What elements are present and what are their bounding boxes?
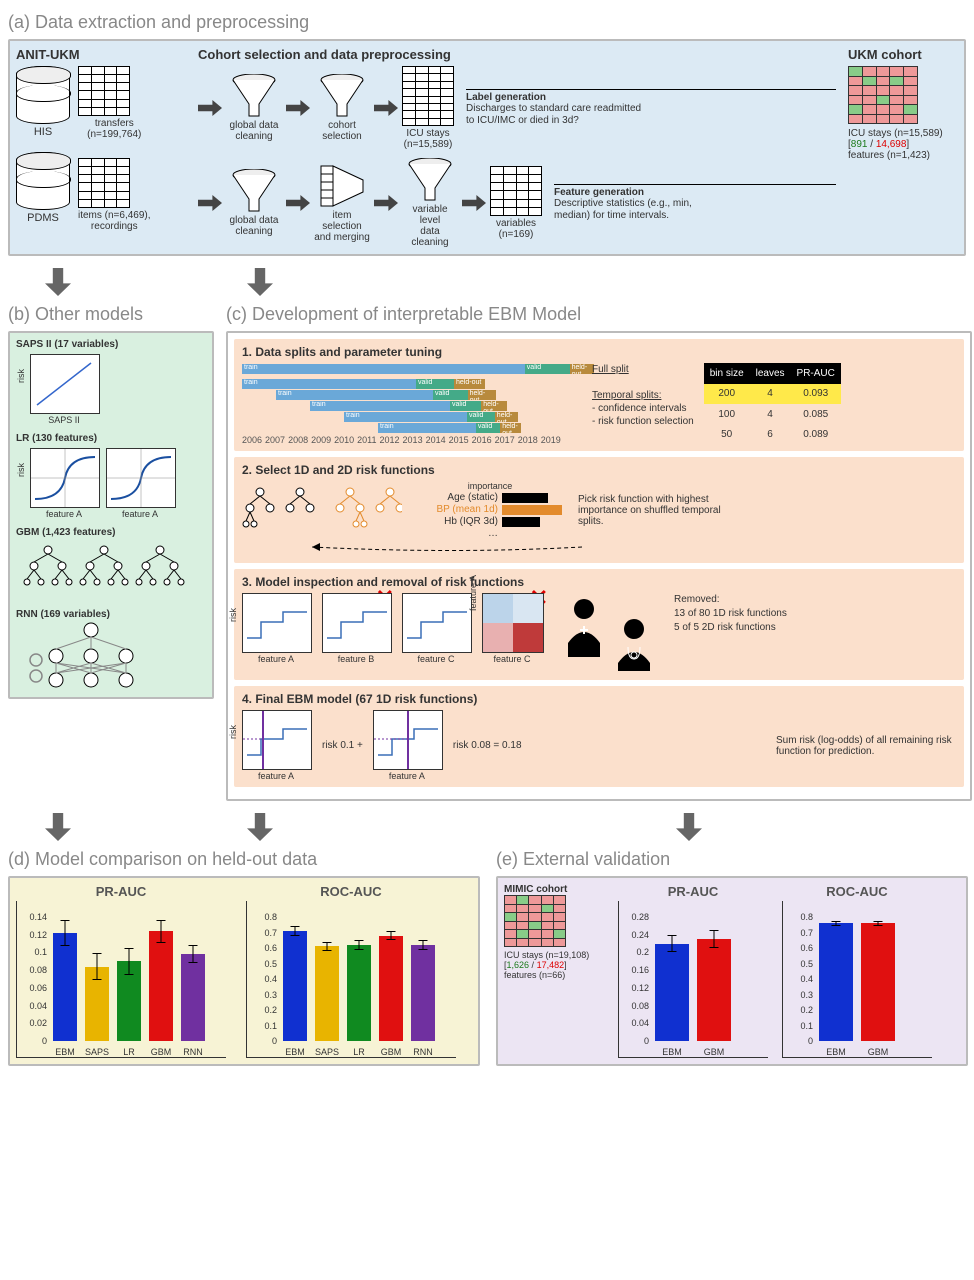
featgen-text: Descriptive statistics (e.g., min, media… [554,198,714,222]
dashed-arrow-icon [302,540,602,554]
step-1: 1. Data splits and parameter tuning trai… [234,339,964,451]
tree-group-icon [242,484,402,537]
section-d-title: (d) Model comparison on held-out data [8,849,480,870]
clinician-icon [554,593,664,674]
ukm-title: UKM cohort [848,47,958,62]
labelgen-title: Label generation [466,92,836,103]
temporal-label: Temporal splits: [592,390,661,401]
db-icon [16,152,70,210]
gbm-title: GBM (1,423 features) [16,527,206,538]
risk-fn-chart [402,593,472,653]
final-risk-chart [242,710,312,770]
roc-title-d: ROC-AUC [246,884,456,899]
arrow-right-icon [374,100,398,116]
lr-chart [30,448,100,508]
param-table: bin sizeleavesPR-AUC20040.09310040.08550… [704,363,841,445]
step4-title: 4. Final EBM model (67 1D risk functions… [242,692,956,706]
arrow-down-icon [45,268,71,296]
panel-e: MIMIC cohort ICU stays (n=19,108) [1,626… [496,876,968,1066]
importance-bars: Age (static)BP (mean 1d)Hb (IQR 3d)… [418,492,562,539]
step-2: 2. Select 1D and 2D risk functions impor… [234,457,964,563]
ukm-features: features (n=1,423) [848,150,958,161]
arrow-right-icon [198,195,222,211]
importance-label: importance [418,481,562,491]
final-risk-chart [373,710,443,770]
risk-fn-chart [322,593,392,653]
table-icon [78,66,130,116]
section-c-title: (c) Development of interpretable EBM Mod… [226,304,972,325]
years-axis: 2006200720082009201020112012201320142015… [242,435,582,445]
arrow-down-icon [45,813,71,841]
funnel-icon [319,74,365,118]
pr-title-e: PR-AUC [618,884,768,899]
funnel-icon [231,74,277,118]
merge-icon [319,164,365,208]
funnel-icon [407,158,453,202]
timeline-chart: trainvalidheld-outtrainvalidheld-outtrai… [242,364,582,433]
pr-chart-e: 00.040.080.120.160.20.240.28EBMGBM [618,901,768,1058]
roc-chart-d: 00.10.20.30.40.50.60.70.8EBMSAPSLRGBMRNN [246,901,456,1058]
risk-fn-chart [242,593,312,653]
his-label: HIS [16,126,70,138]
lr-chart [106,448,176,508]
step4-note: Sum risk (log-odds) of all remaining ris… [776,735,956,757]
step1-title: 1. Data splits and parameter tuning [242,345,956,359]
pr-chart-d: 00.020.040.060.080.10.120.14EBMSAPSLRGBM… [16,901,226,1058]
table-icon [490,166,542,216]
items-label: items (n=6,469), recordings [78,210,151,232]
saps-title: SAPS II (17 variables) [16,339,206,350]
panel-c: 1. Data splits and parameter tuning trai… [226,331,972,801]
step-4: 4. Final EBM model (67 1D risk functions… [234,686,964,787]
labelgen-text: Discharges to standard care readmitted t… [466,103,646,127]
arrow-down-icon [676,813,702,841]
roc-chart-e: 00.10.20.30.40.50.60.70.8EBMGBM [782,901,932,1058]
step2-title: 2. Select 1D and 2D risk functions [242,463,956,477]
arrow-right-icon [198,100,222,116]
section-b-title: (b) Other models [8,304,214,325]
panel-d: PR-AUC 00.020.040.060.080.10.120.14EBMSAP… [8,876,480,1066]
featgen-title: Feature generation [554,187,836,198]
table-icon [78,158,130,208]
mimic-counts: [1,626 / 17,482] [504,960,604,970]
table-icon [402,66,454,126]
step3-title: 3. Model inspection and removal of risk … [242,575,956,589]
transfers-label: transfers (n=199,764) [78,118,151,140]
section-e-title: (e) External validation [496,849,968,870]
risk-eq-1: risk 0.1 + [322,740,363,751]
db-icon [16,66,70,124]
arrow-right-icon [286,100,310,116]
panel-a: ANIT-UKM HIS PDMS transfers (n=199,764) … [8,39,966,256]
full-split-label: Full split [592,364,629,375]
ukm-counts: [891 / 14,698] [848,139,958,150]
panel-b: SAPS II (17 variables) riskSAPS II LR (1… [8,331,214,699]
saps-chart [30,354,100,414]
ukm-caption: ICU stays (n=15,589) [848,128,958,139]
anit-title: ANIT-UKM [16,47,186,62]
mimic-mosaic-icon [504,895,566,947]
arrow-right-icon [286,195,310,211]
rnn-title: RNN (169 variables) [16,609,206,620]
section-a-title: (a) Data extraction and preprocessing [8,12,966,33]
roc-title-e: ROC-AUC [782,884,932,899]
funnel-icon [231,169,277,213]
pr-title-d: PR-AUC [16,884,226,899]
step-3: 3. Model inspection and removal of risk … [234,569,964,680]
step2-note: Pick risk function with highest importan… [578,494,738,527]
arrow-down-icon [247,813,273,841]
gbm-tree-icon [20,542,206,601]
arrow-down-icon [247,268,273,296]
mimic-title: MIMIC cohort [504,884,604,895]
rnn-icon [16,620,206,691]
heatmap-icon [482,593,544,653]
lr-title: LR (130 features) [16,433,206,444]
risk-eq-2: risk 0.08 = 0.18 [453,740,522,751]
arrow-right-icon [462,195,486,211]
cohort-mosaic-icon [848,66,918,124]
pdms-label: PDMS [16,212,70,224]
cohort-title: Cohort selection and data preprocessing [198,47,836,62]
arrow-right-icon [374,195,398,211]
